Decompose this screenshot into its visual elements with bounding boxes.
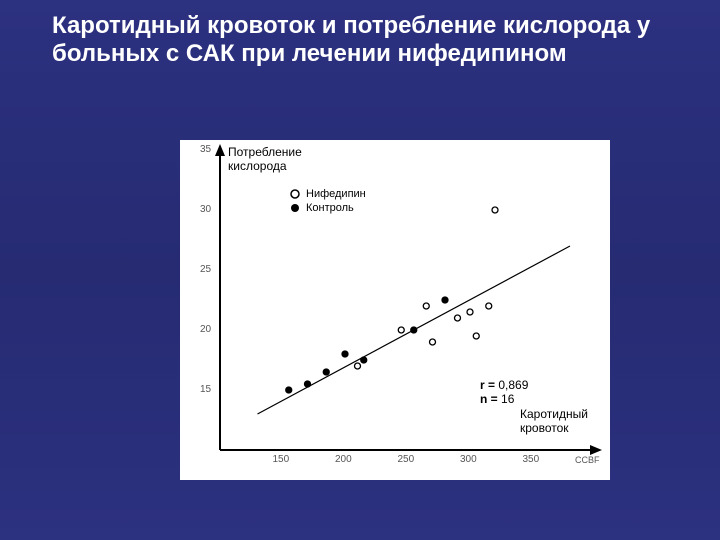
stats-n: n = 16	[480, 392, 528, 406]
data-point	[305, 381, 311, 387]
filled-circle-icon	[290, 203, 300, 213]
ytick: 30	[200, 204, 211, 215]
legend-label: Контроль	[306, 202, 354, 214]
data-point	[323, 369, 329, 375]
data-point	[492, 207, 498, 213]
data-point	[430, 339, 436, 345]
data-point	[342, 351, 348, 357]
data-point	[355, 363, 361, 369]
open-circle-icon	[290, 189, 300, 199]
data-point	[473, 333, 479, 339]
series-open	[355, 207, 499, 369]
data-point	[467, 309, 473, 315]
ytick: 25	[200, 264, 211, 275]
legend: Нифедипин Контроль	[290, 188, 366, 216]
legend-row-nifedipine: Нифедипин	[290, 188, 366, 200]
ytick: 15	[200, 384, 211, 395]
data-point	[423, 303, 429, 309]
data-point	[361, 357, 367, 363]
ytick: 20	[200, 324, 211, 335]
data-point	[411, 327, 417, 333]
legend-label: Нифедипин	[306, 188, 366, 200]
data-point	[442, 297, 448, 303]
xtick: 200	[335, 454, 352, 465]
x-axis-label-text: Каротидныйкровоток	[520, 407, 588, 435]
stats-r: r = 0,869	[480, 378, 528, 392]
data-point	[286, 387, 292, 393]
y-axis-label: Потреблениекислорода	[228, 146, 302, 174]
ytick: 35	[200, 144, 211, 155]
slide-title: Каротидный кровоток и потребление кислор…	[52, 12, 672, 69]
stats-block: r = 0,869 n = 16	[480, 378, 528, 406]
xtick: 300	[460, 454, 477, 465]
legend-row-control: Контроль	[290, 202, 366, 214]
x-unit: CCBF	[575, 455, 600, 465]
xtick: 150	[273, 454, 290, 465]
series-filled	[286, 297, 448, 393]
y-axis-label-text: Потреблениекислорода	[228, 145, 302, 173]
data-point	[398, 327, 404, 333]
data-point	[486, 303, 492, 309]
data-point	[455, 315, 461, 321]
xtick: 350	[523, 454, 540, 465]
chart-panel: Потреблениекислорода Нифедипин Контроль …	[180, 140, 610, 480]
xtick: 250	[398, 454, 415, 465]
x-axis-label: Каротидныйкровоток	[520, 408, 588, 436]
slide: Каротидный кровоток и потребление кислор…	[0, 0, 720, 540]
